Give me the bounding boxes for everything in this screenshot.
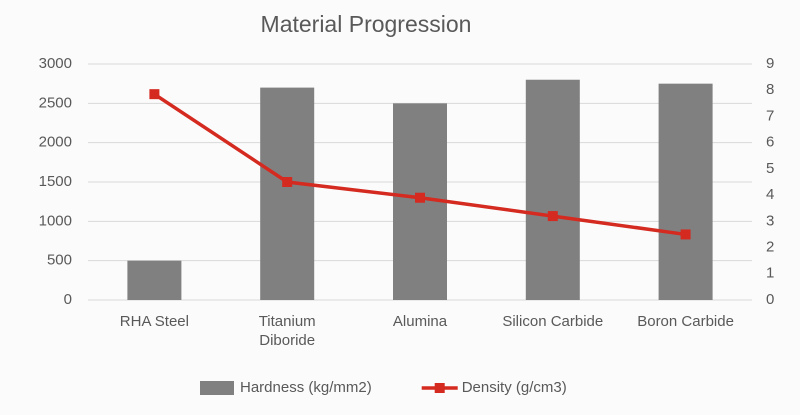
y-tick-label: 3000 [39,55,72,72]
y2-tick-label: 4 [766,186,774,203]
chart-title: Material Progression [261,11,472,37]
y2-tick-label: 9 [766,55,774,72]
bar [127,260,182,300]
marker [547,211,558,222]
y2-tick-label: 8 [766,81,774,98]
y-tick-label: 500 [47,252,72,269]
y-tick-label: 2500 [39,94,72,111]
x-tick-label: Boron Carbide [637,313,734,330]
marker [282,177,293,187]
legend-swatch [434,383,445,393]
y-tick-label: 1000 [39,212,72,229]
y2-tick-label: 7 [766,107,774,124]
y2-tick-label: 1 [766,265,774,282]
y2-tick-label: 3 [766,212,774,229]
marker [415,192,425,203]
y2-tick-label: 2 [766,239,774,256]
marker [680,229,691,240]
legend-label: Density (g/cm3) [462,379,567,396]
legend-swatch [200,381,234,395]
y2-tick-label: 6 [766,134,774,151]
x-tick-label: RHA Steel [119,313,189,330]
y-tick-label: 0 [64,291,72,308]
y2-tick-label: 5 [766,160,774,177]
y2-tick-label: 0 [766,291,774,308]
bar [658,83,713,301]
bar [525,79,580,300]
y-tick-label: 1500 [39,173,72,190]
x-tick-label: Silicon Carbide [502,313,604,330]
legend-label: Hardness (kg/mm2) [240,379,372,396]
marker [149,89,160,100]
x-tick-label: Titanium Diboride [258,313,316,349]
x-tick-label: Alumina [392,313,448,330]
y-tick-label: 2000 [39,134,72,151]
bar [260,87,315,300]
